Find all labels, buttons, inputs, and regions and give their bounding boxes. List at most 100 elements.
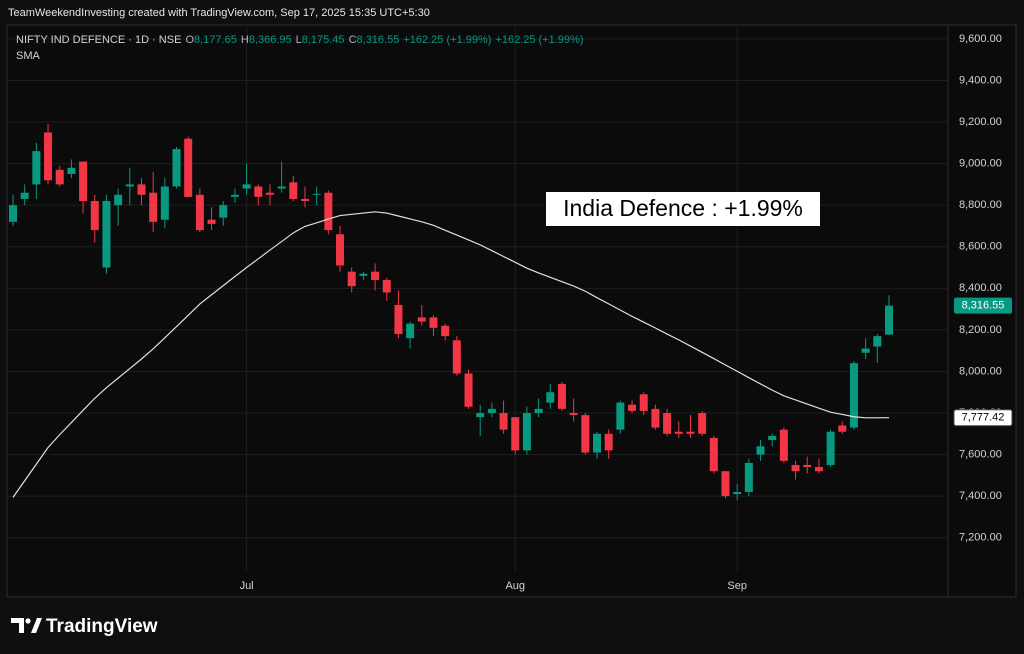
y-tick-label: 9,400.00 (959, 74, 1002, 86)
candle-body (826, 431, 835, 465)
candle-body (441, 325, 450, 337)
indicator-name: SMA (16, 50, 41, 62)
ohlc-key: H (241, 34, 249, 46)
ohlc-key: O (185, 34, 194, 46)
candle-body (756, 446, 765, 455)
candle-body (230, 194, 239, 197)
logo-icon (31, 618, 42, 633)
candle-body (125, 184, 134, 187)
logo-text: TradingView (46, 616, 158, 637)
candle-body (417, 317, 426, 322)
candle-body (639, 394, 648, 411)
candle-body (347, 271, 356, 287)
candle-body (557, 383, 566, 409)
candle-body (873, 336, 882, 347)
candle-body (464, 373, 473, 407)
y-tick-label: 7,600.00 (959, 448, 1002, 460)
candle-body (487, 408, 496, 414)
candle-body (371, 271, 380, 281)
x-tick-label: Jul (240, 580, 254, 592)
candle-body (172, 149, 181, 187)
header: NIFTY IND DEFENCE · 1D · NSE O8,177.65 H8,… (16, 34, 584, 46)
candle-body (382, 280, 391, 293)
candle-body (814, 467, 823, 472)
ohlc-value: 8,177.65 (194, 34, 237, 46)
candle-body (744, 462, 753, 492)
candle-body (709, 437, 718, 472)
candle-body (207, 219, 216, 224)
candle-body (289, 182, 298, 199)
candle-body (651, 408, 660, 428)
candle-body (219, 205, 228, 218)
candle-body (67, 167, 76, 175)
candle-body (604, 433, 613, 451)
candle-body (768, 435, 777, 441)
y-tick-label: 8,600.00 (959, 241, 1002, 253)
candle-body (674, 431, 683, 434)
y-tick-label: 7,400.00 (959, 490, 1002, 502)
candle-body (452, 340, 461, 374)
candle-body (534, 408, 543, 414)
candle-body (628, 404, 637, 411)
sma-line (12, 211, 890, 498)
candle-body (277, 186, 286, 189)
candle-body (265, 192, 274, 195)
candle-body (663, 413, 672, 434)
x-tick-label: Sep (727, 580, 747, 592)
candle-body (849, 363, 858, 428)
chart-frame (6, 24, 1017, 598)
candle-body (406, 323, 415, 339)
candle-body (79, 161, 88, 202)
axes: 7,200.007,400.007,600.007,800.008,000.00… (240, 33, 1013, 592)
y-tick-label: 9,200.00 (959, 116, 1002, 128)
annotation-box (546, 192, 820, 226)
candle-body (9, 205, 17, 222)
candle-body (359, 273, 368, 276)
candle-body (336, 234, 345, 266)
candle-body (160, 186, 169, 220)
change: +162.25 (+1.99%) (495, 34, 583, 46)
logo-icon (11, 618, 24, 633)
candle-body (137, 184, 146, 195)
candle-body (838, 425, 847, 432)
candle-body (522, 413, 531, 451)
symbol: NIFTY IND DEFENCE · 1D · NSE (16, 34, 181, 46)
candle-body (55, 169, 64, 185)
candle-body (429, 317, 438, 328)
plot (9, 124, 893, 501)
annotation: India Defence : +1.99% (563, 195, 803, 221)
candle-body (20, 192, 29, 199)
candle-body (511, 417, 520, 451)
candle-body (779, 429, 788, 461)
candle-body (581, 415, 590, 453)
price-label-box (953, 409, 1013, 427)
price-label: 8,316.55 (962, 300, 1005, 312)
y-tick-label: 7,200.00 (959, 532, 1002, 544)
candle-body (242, 184, 251, 189)
ohlc-key: L (296, 34, 302, 46)
candle-body (149, 192, 158, 222)
candle-body (102, 201, 111, 268)
candle-body (861, 348, 870, 353)
candle-body (301, 198, 309, 202)
candle-body (616, 402, 625, 430)
candle-body (546, 392, 555, 403)
candle-body (791, 464, 800, 472)
candle-body (733, 491, 742, 495)
candle-body (114, 194, 123, 206)
candle-body (44, 132, 53, 181)
price-label: 7,777.42 (962, 412, 1005, 424)
candle-body (312, 193, 321, 195)
logo-icon (25, 618, 31, 624)
candle-body (195, 194, 204, 231)
y-tick-label: 8,000.00 (959, 365, 1002, 377)
y-tick-label: 8,200.00 (959, 324, 1002, 336)
candle-body (394, 304, 403, 335)
candle-body (32, 151, 41, 185)
candle-body (254, 186, 263, 197)
ohlc-key: C (349, 34, 357, 46)
y-tick-label: 9,000.00 (959, 158, 1002, 170)
candle-body (698, 413, 707, 434)
